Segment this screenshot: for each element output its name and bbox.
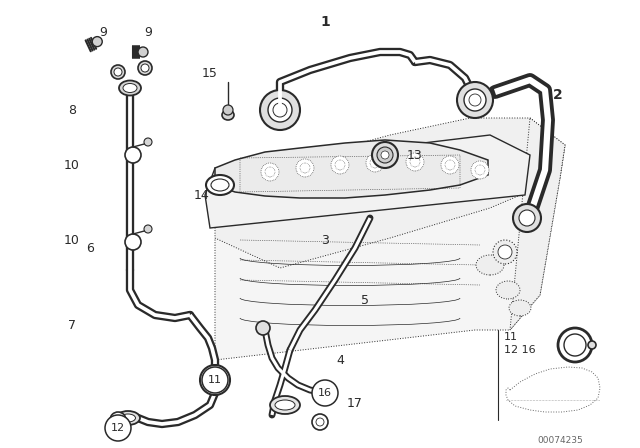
Circle shape xyxy=(312,414,328,430)
Ellipse shape xyxy=(119,81,141,95)
Circle shape xyxy=(335,160,345,170)
Circle shape xyxy=(493,240,517,264)
Ellipse shape xyxy=(123,83,137,92)
Text: 12 16: 12 16 xyxy=(504,345,536,355)
Text: 6: 6 xyxy=(86,241,94,254)
Polygon shape xyxy=(215,145,565,360)
Circle shape xyxy=(268,98,292,122)
Circle shape xyxy=(256,321,270,335)
Circle shape xyxy=(519,210,535,226)
Circle shape xyxy=(125,234,141,250)
Circle shape xyxy=(441,156,459,174)
Circle shape xyxy=(471,161,489,179)
Ellipse shape xyxy=(496,281,520,299)
Text: 7: 7 xyxy=(68,319,76,332)
Circle shape xyxy=(144,138,152,146)
Circle shape xyxy=(564,334,586,356)
Polygon shape xyxy=(205,135,530,228)
Circle shape xyxy=(316,384,334,402)
Circle shape xyxy=(105,415,131,441)
Circle shape xyxy=(125,147,141,163)
Circle shape xyxy=(498,245,512,259)
Text: 1: 1 xyxy=(320,15,330,29)
Circle shape xyxy=(381,151,389,159)
Text: 16: 16 xyxy=(318,388,332,398)
Ellipse shape xyxy=(211,179,229,191)
Text: 11: 11 xyxy=(504,332,518,342)
Ellipse shape xyxy=(116,411,140,425)
Circle shape xyxy=(265,167,275,177)
Circle shape xyxy=(296,159,314,177)
Circle shape xyxy=(138,61,152,75)
Circle shape xyxy=(92,37,102,47)
Text: 13: 13 xyxy=(407,148,423,161)
Ellipse shape xyxy=(275,400,295,410)
Circle shape xyxy=(457,82,493,118)
Circle shape xyxy=(141,64,149,72)
Circle shape xyxy=(370,158,380,168)
Circle shape xyxy=(312,380,338,406)
Circle shape xyxy=(464,89,486,111)
Circle shape xyxy=(445,160,455,170)
Text: 10: 10 xyxy=(64,159,80,172)
Polygon shape xyxy=(510,118,565,330)
Circle shape xyxy=(320,388,330,398)
Text: 17: 17 xyxy=(347,396,363,409)
Circle shape xyxy=(316,418,324,426)
Circle shape xyxy=(260,90,300,130)
Polygon shape xyxy=(215,140,488,198)
Circle shape xyxy=(513,204,541,232)
Circle shape xyxy=(475,165,485,175)
Ellipse shape xyxy=(120,414,136,422)
Text: 10: 10 xyxy=(64,233,80,246)
Text: 9: 9 xyxy=(144,26,152,39)
Text: 5: 5 xyxy=(361,293,369,306)
Circle shape xyxy=(111,65,125,79)
Circle shape xyxy=(300,163,310,173)
Ellipse shape xyxy=(509,300,531,316)
Text: 9: 9 xyxy=(99,26,107,39)
Ellipse shape xyxy=(476,255,504,275)
Circle shape xyxy=(469,94,481,106)
Circle shape xyxy=(138,47,148,57)
Text: 00074235: 00074235 xyxy=(537,435,583,444)
Circle shape xyxy=(144,225,152,233)
Circle shape xyxy=(202,367,228,393)
Circle shape xyxy=(110,412,126,428)
Text: 14: 14 xyxy=(194,189,210,202)
Circle shape xyxy=(273,103,287,117)
Text: 8: 8 xyxy=(68,103,76,116)
Circle shape xyxy=(331,156,349,174)
Circle shape xyxy=(200,365,230,395)
Circle shape xyxy=(406,153,424,171)
Text: 12: 12 xyxy=(111,423,125,433)
Polygon shape xyxy=(215,118,565,268)
Circle shape xyxy=(372,142,398,168)
Circle shape xyxy=(410,157,420,167)
Circle shape xyxy=(223,105,233,115)
Text: 2: 2 xyxy=(553,88,563,102)
Text: 3: 3 xyxy=(321,233,329,246)
Ellipse shape xyxy=(206,175,234,195)
Ellipse shape xyxy=(588,341,596,349)
Ellipse shape xyxy=(270,396,300,414)
Circle shape xyxy=(377,147,393,163)
Circle shape xyxy=(261,163,279,181)
Text: 15: 15 xyxy=(202,66,218,79)
Ellipse shape xyxy=(222,110,234,120)
Circle shape xyxy=(366,154,384,172)
Text: 4: 4 xyxy=(336,353,344,366)
Circle shape xyxy=(114,68,122,76)
Circle shape xyxy=(558,328,592,362)
Text: 11: 11 xyxy=(208,375,222,385)
